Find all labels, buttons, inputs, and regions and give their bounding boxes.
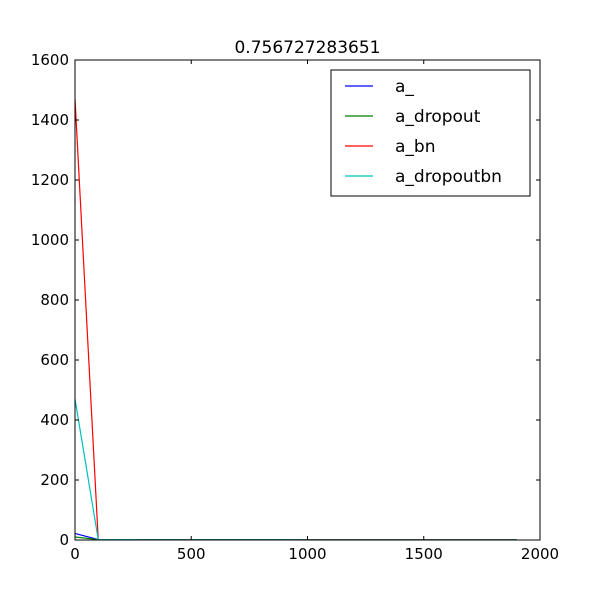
series-line-a_ [74, 532, 517, 541]
y-tick-label: 1000 [31, 231, 69, 249]
y-axis: 0 200 400 600 800 1000 1200 1400 1600 [31, 51, 540, 549]
x-tick-label: 500 [177, 545, 206, 563]
legend-label: a_dropoutbn [395, 167, 502, 187]
legend-label: a_ [395, 77, 414, 97]
chart-title: 0.756727283651 [234, 38, 380, 58]
series-line-a_dropoutbn [74, 398, 517, 541]
x-tick-label: 2000 [521, 545, 559, 563]
x-tick-label: 1000 [288, 545, 326, 563]
legend: a_ a_dropout a_bn a_dropoutbn [330, 69, 531, 197]
y-tick-label: 1200 [31, 171, 69, 189]
legend-box [330, 69, 531, 197]
y-tick-label: 1400 [31, 111, 69, 129]
y-tick-label: 0 [59, 531, 69, 549]
x-tick-label: 1500 [405, 545, 443, 563]
y-tick-label: 800 [40, 291, 69, 309]
y-tick-label: 600 [40, 351, 69, 369]
x-axis: 0 500 1000 1500 2000 [70, 60, 559, 563]
legend-label: a_bn [395, 137, 435, 157]
x-tick-label: 0 [70, 545, 80, 563]
y-tick-label: 1600 [31, 51, 69, 69]
y-tick-label: 400 [40, 411, 69, 429]
y-tick-label: 200 [40, 471, 69, 489]
legend-label: a_dropout [395, 107, 481, 127]
